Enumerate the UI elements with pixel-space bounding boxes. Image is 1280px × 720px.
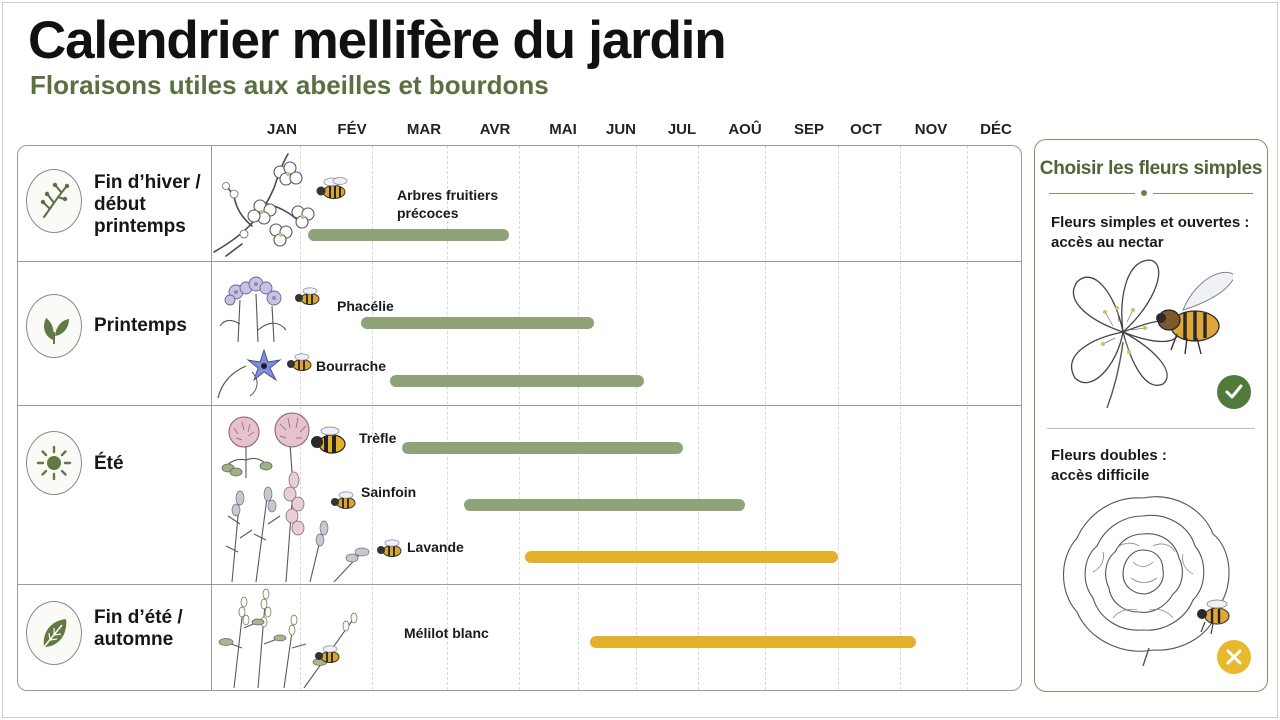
simple-flower-illustration	[1071, 259, 1233, 409]
cross-badge	[1217, 640, 1251, 674]
plant-label-lavande: Lavande	[407, 539, 464, 555]
row-divider	[18, 261, 1021, 262]
month-label: JUN	[605, 121, 636, 138]
check-icon	[1225, 384, 1243, 399]
month-label: MAR	[406, 121, 442, 138]
month-gridline	[372, 146, 373, 690]
season-column-divider	[211, 146, 212, 690]
month-label: MAI	[549, 121, 577, 138]
month-label: JAN	[266, 121, 297, 138]
month-gridline	[698, 146, 699, 690]
branch-icon	[40, 182, 70, 218]
page-subtitle: Floraisons utiles aux abeilles et bourdo…	[30, 70, 549, 100]
page-title: Calendrier mellifère du jardin	[28, 11, 727, 70]
borage-illustration	[217, 348, 312, 399]
season-icon-circle	[26, 294, 82, 358]
month-gridline	[447, 146, 448, 690]
row-divider	[18, 584, 1021, 585]
season-icon-circle	[26, 431, 82, 495]
season-icon-circle	[26, 601, 82, 665]
panel-separator	[1047, 428, 1255, 429]
month-gridline	[578, 146, 579, 690]
bloom-bar-bourrache	[390, 375, 644, 387]
sun-icon	[36, 445, 72, 481]
panel-rule	[1049, 193, 1135, 194]
month-label: DÉC	[980, 121, 1012, 138]
bloom-bar-phacelie	[361, 317, 594, 329]
bloom-bar-trefle	[402, 442, 683, 454]
month-gridline	[636, 146, 637, 690]
row-divider	[18, 405, 1021, 406]
month-gridline	[519, 146, 520, 690]
month-label: NOV	[914, 121, 948, 138]
month-gridline	[967, 146, 968, 690]
clover-illustration	[221, 412, 346, 478]
bloom-bar-sainfoin	[464, 499, 745, 511]
plant-label-arbres-fruitiers: Arbres fruitiers précoces	[397, 187, 499, 221]
leaf-icon	[43, 619, 67, 648]
panel-rule	[1153, 193, 1253, 194]
plant-label-bourrache: Bourrache	[316, 358, 387, 374]
season-label: Été	[94, 453, 124, 474]
leaves-icon	[44, 318, 69, 344]
flower-choice-panel: Choisir les fleurs simples Fleurs simple…	[1034, 139, 1268, 692]
plant-label-phacelie: Phacélie	[337, 298, 394, 314]
plant-label-melilot: Mélilot blanc	[404, 625, 489, 641]
cross-icon	[1226, 649, 1242, 665]
month-label: SEP	[793, 121, 824, 138]
calendar-table: Fin d’hiver / début printemps Printemps …	[17, 145, 1022, 691]
season-label: Printemps	[94, 315, 187, 336]
plant-label-sainfoin: Sainfoin	[361, 484, 417, 500]
month-gridline	[765, 146, 766, 690]
check-badge	[1217, 375, 1251, 409]
melilot-illustration	[218, 588, 358, 689]
panel-title: Choisir les fleurs simples	[1039, 158, 1263, 179]
simple-flower-text: Fleurs simples et ouvertes : accès au ne…	[1051, 214, 1250, 251]
double-flower-illustration	[1062, 496, 1230, 667]
month-label: AVR	[479, 121, 511, 138]
phacelia-illustration	[219, 276, 320, 343]
panel-rule-dot	[1141, 190, 1147, 196]
bloom-bar-arbres-fruitiers	[308, 229, 509, 241]
plant-label-trefle: Trèfle	[359, 430, 397, 446]
bloom-bar-melilot	[590, 636, 916, 648]
month-gridline	[900, 146, 901, 690]
month-label: AOÛ	[728, 121, 762, 138]
double-flower-text: Fleurs doubles : accès difficile	[1051, 447, 1167, 484]
month-gridline	[838, 146, 839, 690]
month-label: FÉV	[337, 121, 367, 138]
season-icon-circle	[26, 169, 82, 233]
month-label: JUL	[667, 121, 697, 138]
sainfoin-lavender-illustration	[225, 471, 402, 583]
season-label: Fin d’été / automne	[94, 607, 183, 650]
bloom-bar-lavande	[525, 551, 838, 563]
fruit-blossom-illustration	[213, 153, 348, 257]
month-label: OCT	[850, 121, 882, 138]
season-label: Fin d’hiver / début printemps	[94, 172, 201, 237]
